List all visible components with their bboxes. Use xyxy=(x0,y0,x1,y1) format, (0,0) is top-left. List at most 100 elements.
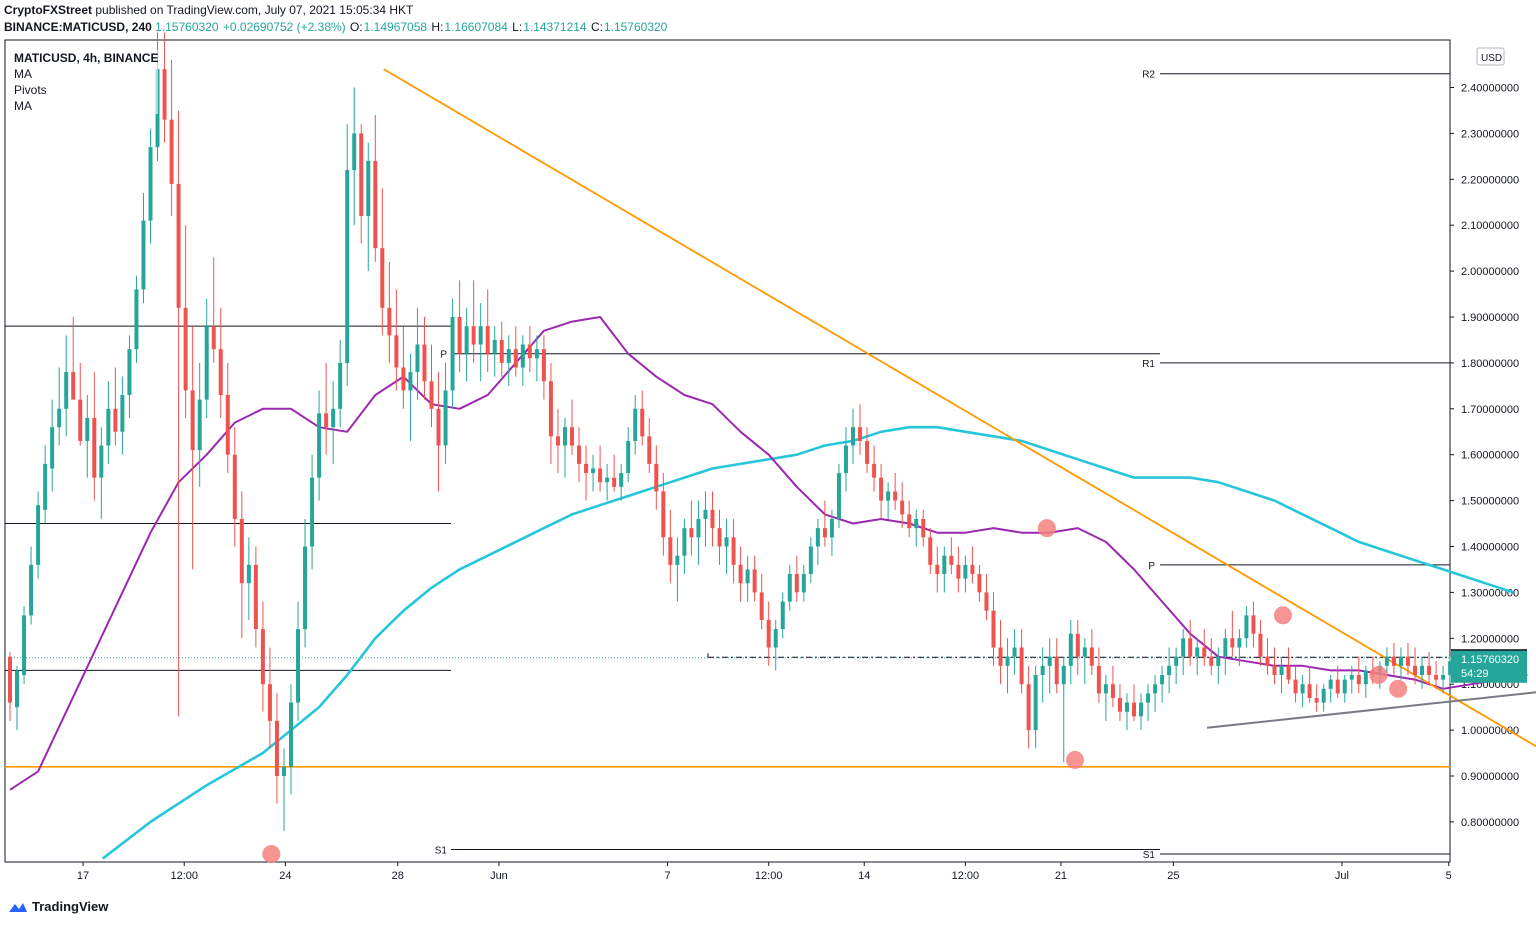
candle-body[interactable] xyxy=(1307,684,1312,698)
candle-body[interactable] xyxy=(338,362,343,409)
legend-ma-1[interactable]: MA xyxy=(14,66,159,82)
candle-body[interactable] xyxy=(1033,675,1038,731)
candle-body[interactable] xyxy=(1244,615,1249,639)
candle-body[interactable] xyxy=(612,477,617,487)
ma-slow-line[interactable] xyxy=(101,425,1514,860)
candle-body[interactable] xyxy=(506,349,511,363)
highlight-marker[interactable] xyxy=(1065,750,1084,769)
candle-body[interactable] xyxy=(689,528,694,538)
candle-body[interactable] xyxy=(281,766,286,776)
candle-body[interactable] xyxy=(928,537,933,565)
candle-body[interactable] xyxy=(591,468,596,474)
candle-body[interactable] xyxy=(661,491,666,538)
candle-body[interactable] xyxy=(836,473,841,519)
candle-body[interactable] xyxy=(1040,665,1045,676)
currency-box[interactable] xyxy=(1476,47,1505,66)
candle-body[interactable] xyxy=(893,491,898,501)
candle-body[interactable] xyxy=(204,326,209,400)
candle-body[interactable] xyxy=(668,537,673,565)
candle-body[interactable] xyxy=(303,546,308,630)
candle-body[interactable] xyxy=(745,569,750,584)
candle-body[interactable] xyxy=(457,317,462,354)
candle-body[interactable] xyxy=(274,720,279,776)
candle-body[interactable] xyxy=(218,349,223,396)
candle-body[interactable] xyxy=(1342,679,1347,694)
candle-body[interactable] xyxy=(43,463,48,510)
candle-body[interactable] xyxy=(331,408,336,428)
candle-body[interactable] xyxy=(1258,633,1263,657)
candle-body[interactable] xyxy=(450,317,455,391)
candle-body[interactable] xyxy=(1251,615,1256,634)
candle-body[interactable] xyxy=(1047,656,1052,666)
candle-body[interactable] xyxy=(534,349,539,359)
candle-body[interactable] xyxy=(829,518,834,538)
candle-body[interactable] xyxy=(499,339,504,363)
candle-body[interactable] xyxy=(633,408,638,441)
candle-body[interactable] xyxy=(520,344,525,368)
candle-body[interactable] xyxy=(977,574,982,593)
candle-body[interactable] xyxy=(162,69,167,120)
candle-body[interactable] xyxy=(865,440,870,464)
candle-body[interactable] xyxy=(858,427,863,441)
candle-body[interactable] xyxy=(731,537,736,565)
candle-body[interactable] xyxy=(1230,638,1235,648)
candle-body[interactable] xyxy=(1272,665,1277,676)
candle-body[interactable] xyxy=(794,574,799,593)
candle-body[interactable] xyxy=(260,629,265,685)
candle-body[interactable] xyxy=(1195,647,1200,657)
candle-body[interactable] xyxy=(422,344,427,382)
candle-body[interactable] xyxy=(541,349,546,382)
candle-body[interactable] xyxy=(780,601,785,630)
candle-body[interactable] xyxy=(1005,656,1010,666)
candle-body[interactable] xyxy=(1335,679,1340,694)
candle-body[interactable] xyxy=(759,592,764,620)
candle-body[interactable] xyxy=(640,408,645,437)
candle-body[interactable] xyxy=(1124,702,1129,712)
legend-symbol[interactable]: MATICUSD, 4h, BINANCE xyxy=(14,50,159,66)
candle-body[interactable] xyxy=(225,395,230,455)
candle-body[interactable] xyxy=(1012,647,1017,657)
descending-trendline[interactable] xyxy=(383,68,1536,840)
candle-body[interactable] xyxy=(1132,702,1136,717)
candle-body[interactable] xyxy=(1279,665,1284,676)
candle-body[interactable] xyxy=(99,445,104,478)
candle-body[interactable] xyxy=(141,220,146,290)
candle-body[interactable] xyxy=(78,399,83,441)
highlight-marker[interactable] xyxy=(1273,606,1292,625)
candle-body[interactable] xyxy=(373,160,378,249)
legend-ma-2[interactable]: MA xyxy=(14,98,159,114)
candle-body[interactable] xyxy=(148,147,153,221)
candle-body[interactable] xyxy=(387,307,392,336)
candle-body[interactable] xyxy=(92,417,97,478)
candle-body[interactable] xyxy=(1209,656,1214,666)
candle-body[interactable] xyxy=(998,647,1003,666)
highlight-marker[interactable] xyxy=(1369,666,1388,685)
candle-body[interactable] xyxy=(29,564,34,616)
candle-body[interactable] xyxy=(492,339,497,354)
candle-body[interactable] xyxy=(401,367,406,391)
candle-body[interactable] xyxy=(851,427,855,446)
highlight-marker[interactable] xyxy=(262,845,281,864)
candle-body[interactable] xyxy=(605,477,610,483)
candle-body[interactable] xyxy=(527,344,532,359)
candle-body[interactable] xyxy=(1188,638,1193,657)
candle-body[interactable] xyxy=(106,408,111,446)
candle-body[interactable] xyxy=(682,528,687,556)
candle-body[interactable] xyxy=(36,505,41,565)
candle-body[interactable] xyxy=(773,629,778,648)
candle-body[interactable] xyxy=(176,183,181,308)
candle-body[interactable] xyxy=(970,564,975,575)
candle-body[interactable] xyxy=(1356,675,1361,685)
candle-body[interactable] xyxy=(1448,661,1453,676)
candle-body[interactable] xyxy=(1174,656,1179,666)
candle-body[interactable] xyxy=(562,427,567,446)
candle-body[interactable] xyxy=(1321,688,1326,703)
candle-body[interactable] xyxy=(8,656,12,703)
candle-body[interactable] xyxy=(815,528,820,547)
candle-body[interactable] xyxy=(1223,638,1228,657)
candle-body[interactable] xyxy=(485,326,490,354)
candle-body[interactable] xyxy=(647,436,652,464)
candle-body[interactable] xyxy=(963,564,968,579)
candle-body[interactable] xyxy=(548,381,553,437)
ma-fast-line[interactable] xyxy=(9,316,1528,791)
